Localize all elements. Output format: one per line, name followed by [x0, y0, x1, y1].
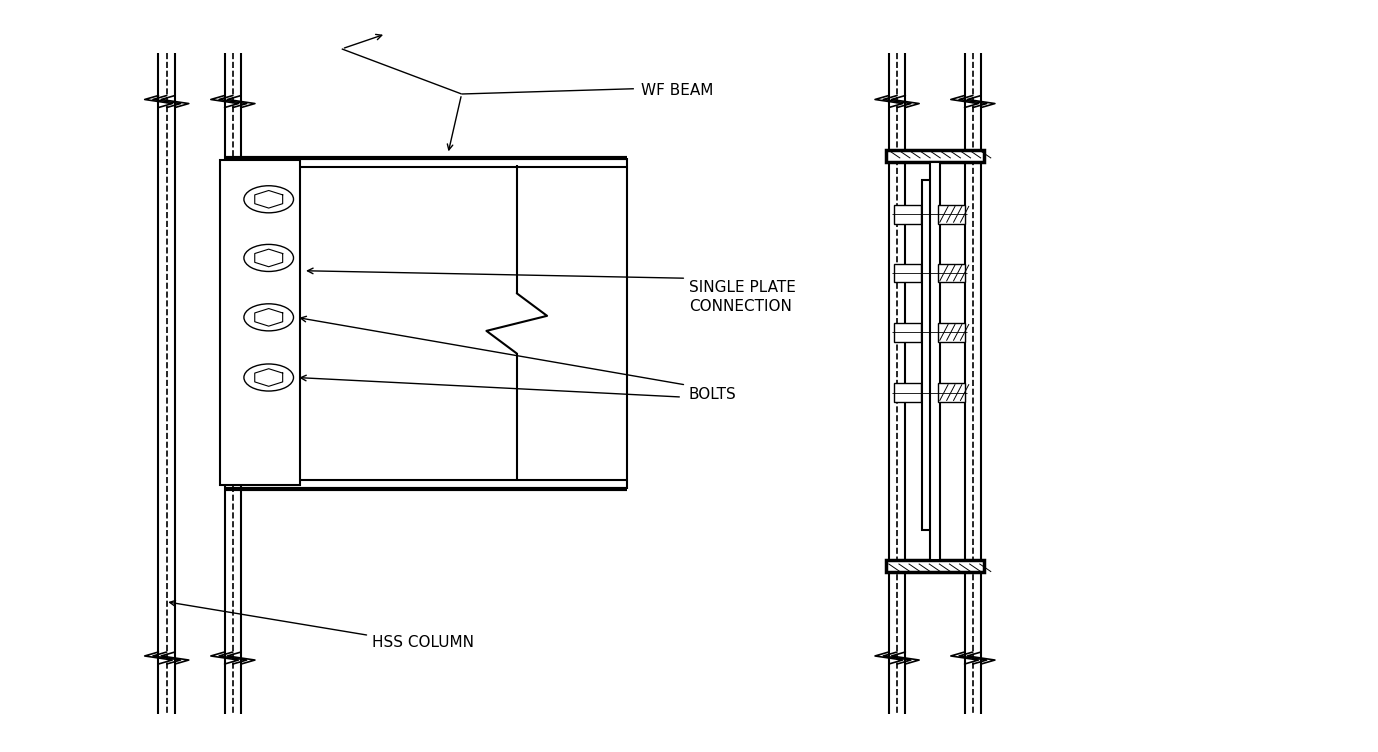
Text: HSS COLUMN: HSS COLUMN: [372, 635, 474, 650]
Text: BOLTS: BOLTS: [689, 387, 737, 402]
Bar: [894, 205, 921, 224]
Bar: [938, 205, 965, 224]
Bar: [894, 323, 921, 341]
Bar: [886, 150, 984, 162]
Circle shape: [244, 244, 294, 271]
Bar: [894, 384, 921, 402]
Text: SINGLE PLATE
CONNECTION: SINGLE PLATE CONNECTION: [689, 280, 796, 314]
Bar: [930, 162, 940, 560]
Bar: [894, 264, 921, 282]
Circle shape: [244, 186, 294, 213]
Bar: [886, 560, 984, 572]
Bar: [220, 160, 300, 485]
Bar: [922, 180, 937, 530]
Bar: [938, 323, 965, 341]
Bar: [938, 264, 965, 282]
Text: WF BEAM: WF BEAM: [641, 83, 714, 98]
Bar: [938, 384, 965, 402]
Circle shape: [244, 304, 294, 331]
Circle shape: [244, 364, 294, 391]
